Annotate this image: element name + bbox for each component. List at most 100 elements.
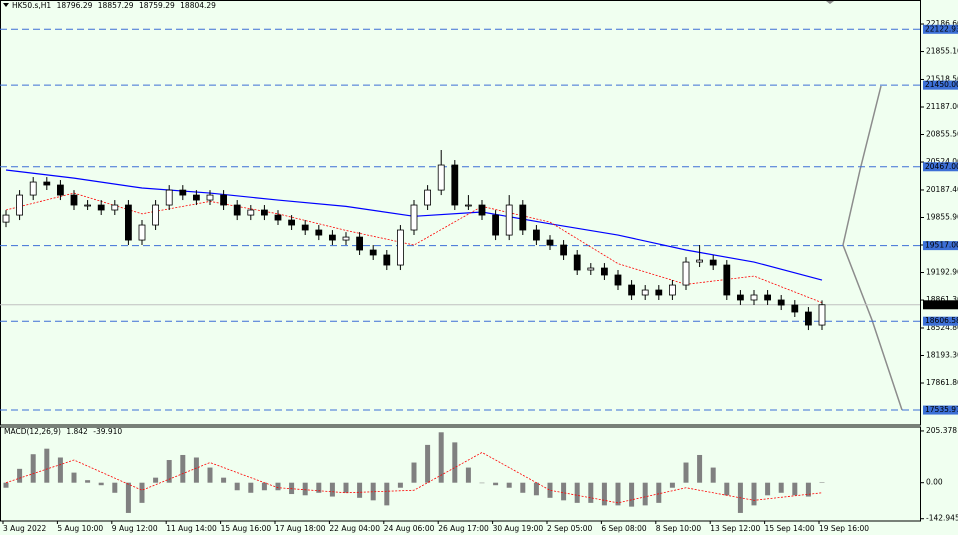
candle-body [410, 204, 418, 231]
y-tick-label: 205.378 [926, 426, 957, 435]
histogram-bar [343, 482, 349, 493]
level-box [923, 316, 958, 326]
candle-body [696, 259, 703, 263]
histogram-bar [710, 467, 716, 483]
candle-body [723, 264, 731, 296]
histogram-bar [561, 482, 567, 501]
signal-value: -39.910 [93, 427, 122, 436]
y-tick-label: 20855.50 [926, 130, 958, 139]
histogram-bar [17, 468, 23, 483]
candle-body [70, 194, 78, 206]
histogram-bar [588, 482, 594, 503]
histogram-bar [125, 482, 131, 513]
histogram-bar [724, 482, 730, 496]
y-tick-label: 19192.90 [926, 268, 958, 277]
histogram-bar [656, 482, 662, 503]
candle-body [682, 261, 690, 286]
candle-body [655, 289, 663, 296]
histogram-bar [316, 482, 322, 493]
histogram-bar [574, 482, 580, 503]
histogram-bar [533, 482, 539, 496]
candle-body [383, 254, 391, 266]
x-tick-label: 15 Aug 16:00 [221, 524, 272, 533]
candle-body [247, 209, 255, 216]
candle-body [288, 219, 296, 226]
histogram-bar [792, 482, 798, 496]
y-tick-label: 21518.50 [926, 74, 958, 83]
macd-frame [0, 426, 921, 522]
y-tick-label: 20524.00 [926, 157, 958, 166]
candle-body [573, 254, 581, 271]
candle-body [274, 214, 282, 221]
close: 18804.29 [180, 1, 216, 10]
symbol: HK50.s,H1 [12, 1, 51, 10]
candle-body [396, 229, 404, 266]
y-tick-label: 21187.00 [926, 102, 958, 111]
histogram-bar [112, 482, 118, 493]
candle-body [29, 181, 37, 196]
histogram-bar [778, 482, 784, 493]
projection [842, 85, 903, 411]
level-box [923, 24, 958, 34]
candle-body [492, 214, 500, 236]
x-tick-label: 2 Sep 05:00 [547, 524, 593, 533]
level-box [923, 405, 958, 415]
histogram-bar [506, 482, 512, 488]
candle-body [43, 181, 51, 186]
candle-body [16, 194, 24, 216]
high: 18857.29 [98, 1, 134, 10]
candle-body [2, 214, 10, 223]
y-tick-label: 19855.90 [926, 212, 958, 221]
histogram-bar [547, 482, 553, 498]
histogram-bar [57, 457, 63, 483]
level-label: 19517.00 [925, 241, 958, 250]
histogram-bar [3, 482, 9, 488]
y-tick-label: 21855.10 [926, 47, 958, 56]
level-label: 18606.58 [925, 316, 958, 325]
histogram-bar [139, 482, 145, 503]
candle-body [750, 294, 758, 301]
x-tick-label: 6 Sep 08:00 [601, 524, 647, 533]
candle-body [764, 294, 771, 301]
signal-line [5, 451, 823, 504]
candle-body [260, 209, 268, 216]
candle-body [791, 304, 799, 313]
x-tick-label: 19 Sep 16:00 [819, 524, 869, 533]
open: 18796.29 [57, 1, 93, 10]
candle-body [587, 267, 595, 271]
x-tick-label: 8 Sep 10:00 [656, 524, 702, 533]
x-tick-label: 3 Aug 2022 [3, 524, 46, 533]
histogram-bar [98, 482, 104, 486]
candle-body [138, 224, 146, 241]
histogram-bar [180, 454, 186, 483]
histogram-bar [819, 482, 825, 483]
histogram-bar [207, 467, 213, 483]
histogram-bar [302, 482, 308, 496]
histogram-bar [193, 457, 199, 483]
candle-body [641, 289, 649, 296]
candle-body [84, 204, 91, 207]
candle-body [220, 194, 228, 206]
histogram-bar [397, 482, 403, 488]
projection-down [842, 244, 903, 411]
candle-body [328, 234, 336, 241]
histogram-bar [166, 460, 172, 483]
histogram-bar [411, 462, 417, 483]
candle-body [97, 204, 105, 211]
histogram-bar [805, 482, 811, 497]
x-tick-label: 17 Aug 18:00 [275, 524, 326, 533]
menu-arrow[interactable] [3, 3, 9, 7]
candle-body [601, 267, 608, 276]
macd-header: MACD(12,26,9) 1.842 -39.910 [4, 427, 122, 436]
histogram-bar [370, 482, 376, 501]
level-box [923, 162, 958, 172]
candle-body [342, 236, 350, 241]
candle-body [737, 294, 744, 301]
histogram-bar [683, 462, 689, 483]
candle-body [818, 304, 826, 326]
candle-body [165, 189, 173, 206]
last-price-box [923, 300, 958, 310]
candle-body [669, 284, 676, 296]
